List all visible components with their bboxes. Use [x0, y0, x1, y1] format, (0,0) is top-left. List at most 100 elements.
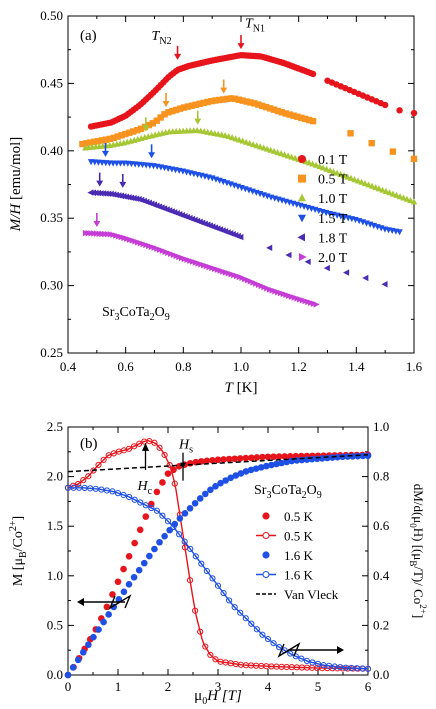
transition-arrow — [96, 172, 104, 187]
data-point — [375, 185, 383, 192]
data-point — [268, 461, 275, 469]
data-point — [181, 538, 188, 545]
data-point — [287, 650, 294, 657]
data-point — [109, 488, 116, 495]
legend-marker — [297, 233, 305, 242]
data-point — [232, 472, 240, 479]
data-point — [263, 145, 271, 152]
data-point — [131, 443, 138, 450]
data-point — [259, 102, 266, 110]
data-point — [303, 657, 310, 665]
legend-marker — [299, 253, 307, 261]
data-point — [283, 458, 290, 466]
legend-marker — [262, 551, 270, 559]
data-point — [285, 251, 292, 259]
x-tick-label: 3 — [215, 679, 222, 694]
data-point — [100, 456, 107, 463]
van-vleck-line — [67, 454, 369, 473]
right-axis-arrowhead — [337, 646, 344, 654]
data-point — [223, 95, 231, 103]
panel-b-y-axis-label-right: dM/d(μ0H) [(μB/T)/ Co2+] — [408, 484, 428, 618]
panel-b-annotations: Hc Hs — [77, 438, 344, 658]
data-point — [146, 552, 153, 560]
data-point — [334, 453, 341, 461]
data-point — [214, 582, 222, 589]
transition-arrow — [101, 142, 109, 157]
data-point — [247, 99, 254, 106]
data-point — [114, 490, 122, 497]
panel-a: 0.4 0.6 0.8 1.0 1.2 1.4 1.6 0.25 0.30 0.35 0.40 0.4… — [8, 8, 423, 396]
data-point — [203, 567, 210, 575]
data-point — [257, 464, 265, 471]
legend-label: 1.0 T — [318, 192, 348, 207]
data-point — [389, 190, 397, 197]
data-point — [208, 97, 215, 105]
data-point — [106, 135, 113, 143]
data-point — [94, 137, 102, 145]
data-point — [197, 628, 204, 635]
data-point — [286, 111, 293, 118]
transition-arrow — [162, 93, 170, 108]
data-point — [354, 177, 362, 184]
x-tick-label: 4 — [265, 679, 272, 694]
hc-label: Hc — [137, 479, 153, 497]
data-point — [270, 106, 278, 113]
data-point — [110, 191, 117, 198]
data-point — [278, 459, 285, 467]
y-tick-label: 0.35 — [40, 210, 63, 225]
data-point — [231, 604, 238, 611]
panel-b-legend: 0.5 K 0.5 K 1.6 K 1.6 K Van Vleck — [256, 509, 339, 602]
y-tick-label: 0.30 — [40, 278, 63, 293]
data-point — [239, 97, 246, 104]
data-point — [207, 651, 214, 659]
legend-label: Van Vleck — [284, 587, 339, 602]
data-point — [130, 195, 137, 202]
legend-marker — [298, 155, 306, 163]
y-tick-label-right: 0.0 — [373, 667, 389, 682]
data-point — [270, 640, 277, 647]
data-point — [214, 456, 222, 464]
data-point — [102, 136, 110, 143]
transition-arrow — [148, 144, 156, 159]
y-tick-label-left: 2.5 — [47, 419, 63, 434]
transition-arrow — [194, 110, 202, 125]
data-point — [153, 488, 161, 496]
data-point — [196, 495, 204, 502]
y-tick-label: 0.50 — [40, 8, 63, 23]
data-point — [192, 607, 199, 614]
data-point — [407, 197, 414, 204]
data-point — [69, 664, 77, 671]
data-point — [164, 470, 172, 477]
data-point — [196, 100, 203, 108]
panel-a-annotations: TN2 TN1 — [152, 17, 265, 47]
data-point — [136, 440, 143, 447]
data-point — [212, 97, 219, 104]
data-point — [186, 505, 194, 512]
data-point — [231, 455, 238, 463]
data-point — [74, 656, 82, 664]
data-point — [103, 603, 111, 611]
y-tick-label-right: 0.2 — [373, 617, 389, 632]
data-point — [266, 244, 273, 252]
x-tick-label: 2 — [165, 679, 172, 694]
panel-a-data — [79, 35, 418, 308]
transition-arrow — [142, 117, 150, 132]
data-point — [191, 499, 199, 507]
data-point — [126, 129, 133, 136]
data-point — [309, 70, 317, 78]
data-point — [220, 456, 227, 463]
series-1-6-K-line-circles — [64, 484, 372, 672]
data-point — [343, 269, 350, 276]
data-point — [187, 545, 194, 553]
data-point — [364, 452, 372, 460]
panel-b: 0 1 2 3 4 5 60.00.51.01.52.02.50.00.20.40.60.8… — [8, 419, 428, 707]
data-point — [231, 95, 239, 103]
data-point — [396, 193, 404, 200]
y-tick-label: 0.40 — [40, 143, 63, 158]
data-point — [125, 581, 133, 588]
data-point — [115, 192, 122, 199]
data-point — [125, 445, 133, 452]
data-point — [242, 454, 250, 462]
data-point — [173, 106, 180, 114]
data-point — [125, 552, 133, 560]
